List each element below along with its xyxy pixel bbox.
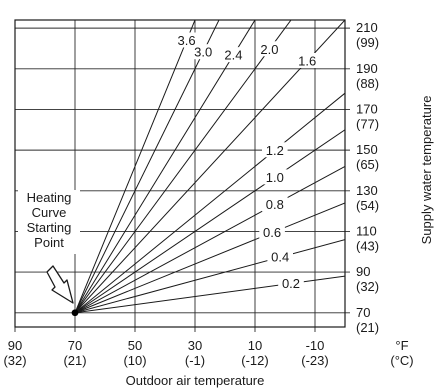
curve-label: 0.8 xyxy=(266,197,284,212)
curve-line xyxy=(74,92,345,314)
curve-label-bg xyxy=(190,44,216,60)
y-axis-title: Supply water temperature xyxy=(419,96,434,245)
starting-point-annotation: Heating Curve Starting Point xyxy=(18,190,80,304)
curve-line xyxy=(74,20,220,313)
curve-line xyxy=(74,20,256,314)
y-tick-label-f: 170 xyxy=(356,101,378,116)
annotation-bg xyxy=(18,190,80,254)
starting-point-marker xyxy=(71,309,79,317)
y-tick-label-c: (77) xyxy=(356,116,379,131)
annotation-line-2: Curve xyxy=(32,205,67,220)
y-tick-label-f: 210 xyxy=(356,20,378,35)
x-tick-label-f: 70 xyxy=(68,338,82,353)
curve-label-bg xyxy=(262,142,288,158)
y-tick-label-f: 150 xyxy=(356,142,378,157)
y-tick-label-c: (43) xyxy=(356,238,379,253)
curve-label: 1.2 xyxy=(266,143,284,158)
y-tick-label-c: (65) xyxy=(356,157,379,172)
curve-label-bg xyxy=(220,47,247,63)
curve-label-bg xyxy=(262,196,288,212)
y-tick-label-c: (88) xyxy=(356,76,379,91)
x-tick-label-c: (10) xyxy=(123,353,146,368)
curve-line xyxy=(74,20,292,314)
curve-label-bg xyxy=(278,275,304,291)
annotation-line-4: Point xyxy=(34,235,64,250)
curve-line xyxy=(74,202,345,314)
curve-label: 0.6 xyxy=(263,225,281,240)
x-tick-label-f: 50 xyxy=(128,338,142,353)
curve-label: 3.6 xyxy=(178,33,196,48)
curve-line xyxy=(74,275,345,314)
x-axis-title: Outdoor air temperature xyxy=(126,373,265,388)
y-tick-label-f: 90 xyxy=(356,264,370,279)
curve-label: 1.6 xyxy=(298,53,316,68)
x-tick-label-f: -10 xyxy=(306,338,325,353)
curve-label-bg xyxy=(259,224,285,240)
curve-line xyxy=(74,20,345,314)
curve-labels: 0.2 0.4 0.6 0.8 1.0 1.2 1.6 2.0 2.4 3.03.6 xyxy=(173,32,320,291)
x-tick-label-f: 90 xyxy=(8,338,22,353)
curve-label-bg xyxy=(256,41,283,57)
x-tick-label-f: 30 xyxy=(188,338,202,353)
grid xyxy=(14,20,350,332)
y-tick-label-f: 130 xyxy=(356,183,378,198)
x-unit-f: °F xyxy=(395,338,408,353)
y-tick-label-c: (32) xyxy=(356,279,379,294)
curve-label-bg xyxy=(262,169,288,185)
curve-line xyxy=(74,129,345,314)
annotation-arrow-icon xyxy=(46,265,74,304)
annotation-line-3: Starting xyxy=(27,220,72,235)
x-unit-c: (°C) xyxy=(390,353,413,368)
curve-label: 2.0 xyxy=(260,42,278,57)
curve-label-bg xyxy=(267,249,293,265)
curves xyxy=(74,20,345,314)
curve-line xyxy=(74,165,345,314)
curve-label-bg xyxy=(294,52,320,68)
annotation-line-1: Heating xyxy=(27,190,72,205)
curve-label: 3.0 xyxy=(194,45,212,60)
y-tick-labels: 70(21) 90(32) 110(43) 130(54) 150(65) 170(77)… xyxy=(356,20,379,335)
x-tick-label-f: 10 xyxy=(248,338,262,353)
y-tick-label-f: 110 xyxy=(356,223,377,238)
curve-label: 0.2 xyxy=(282,276,300,291)
x-tick-labels: 90(32) 70(21) 50(10) 30(-1) 10(-12) -10(-23) xyxy=(3,338,328,368)
x-tick-label-c: (-12) xyxy=(241,353,268,368)
y-tick-label-c: (54) xyxy=(356,198,379,213)
curve-label: 2.4 xyxy=(224,48,242,63)
y-tick-label-c: (99) xyxy=(356,35,379,50)
curve-label: 1.0 xyxy=(266,170,284,185)
curve-label-bg xyxy=(173,32,200,48)
x-tick-label-c: (-1) xyxy=(185,353,205,368)
x-tick-label-c: (21) xyxy=(63,353,86,368)
y-tick-label-f: 190 xyxy=(356,61,378,76)
curve-line xyxy=(74,239,345,314)
plot-frame xyxy=(14,19,346,328)
x-tick-label-c: (32) xyxy=(3,353,26,368)
curve-label: 0.4 xyxy=(271,250,289,265)
y-tick-label-c: (21) xyxy=(356,320,379,335)
x-tick-label-c: (-23) xyxy=(301,353,328,368)
curve-line xyxy=(74,20,196,313)
y-tick-label-f: 70 xyxy=(356,305,370,320)
